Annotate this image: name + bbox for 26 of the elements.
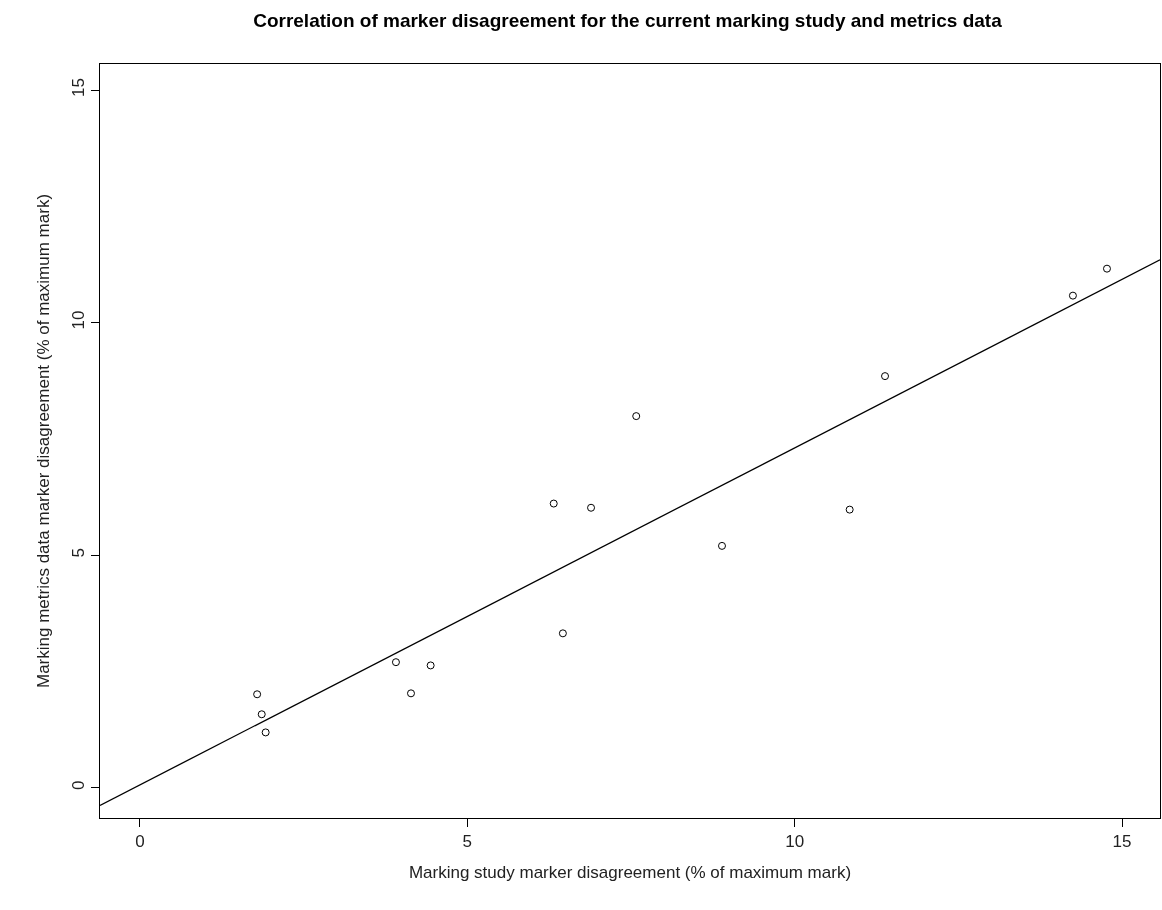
point: [717, 541, 726, 550]
y-tick-label: 0: [69, 780, 89, 790]
point: [632, 412, 641, 421]
point: [845, 505, 854, 514]
point: [587, 503, 596, 512]
x-tick-label: 15: [1112, 832, 1132, 852]
point: [426, 661, 435, 670]
x-tick-label: 0: [135, 832, 145, 852]
chart-title: Correlation of marker disagreement for the current marking study and metrics data: [253, 9, 1003, 31]
point: [261, 728, 270, 737]
y-tick-label: 15: [69, 78, 89, 97]
x-tick-label: 5: [462, 832, 473, 852]
point: [558, 629, 567, 638]
point: [549, 499, 558, 508]
point: [1068, 291, 1077, 300]
x-tick-label: 10: [785, 832, 805, 852]
point: [406, 689, 415, 698]
y-tick-label: 10: [69, 310, 89, 330]
point: [881, 372, 890, 381]
point: [257, 710, 266, 719]
y-tick-label: 5: [69, 547, 89, 558]
point: [253, 690, 262, 699]
point: [391, 658, 400, 667]
point: [1102, 264, 1111, 273]
y-axis-title: Marking metrics data marker disagreement (% of maximum mark): [33, 193, 53, 689]
x-axis-title: Marking study marker disagreement (% of maximum mark): [408, 862, 852, 882]
